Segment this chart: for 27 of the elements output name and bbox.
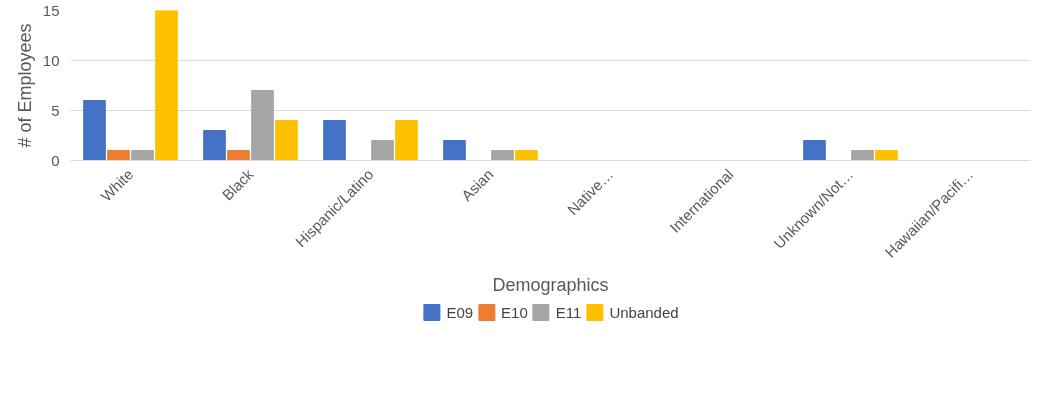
bar [851, 150, 874, 161]
legend-label: E09 [446, 303, 474, 321]
y-tick-label: 10 [42, 51, 60, 69]
legend-label: Unbanded [609, 303, 679, 321]
legend-label: E11 [555, 303, 582, 321]
bar [395, 120, 418, 161]
bar [275, 120, 298, 161]
bar [491, 150, 514, 161]
bar [131, 150, 154, 161]
y-tick-label: 0 [51, 151, 60, 169]
bar [251, 90, 274, 161]
bar [371, 140, 394, 161]
x-axis-title: Demographics [492, 274, 609, 295]
bar [323, 120, 346, 161]
bar [803, 140, 826, 161]
bar [515, 150, 538, 161]
bar [227, 150, 250, 161]
bar [155, 10, 178, 161]
bar [203, 130, 226, 161]
bar [443, 140, 466, 161]
bar [107, 150, 130, 161]
y-axis-title: # of Employees [14, 23, 35, 148]
y-tick-label: 15 [42, 1, 60, 19]
bar [83, 100, 106, 161]
legend-label: E10 [501, 303, 528, 321]
y-tick-label: 5 [51, 101, 60, 119]
bar [875, 150, 898, 161]
